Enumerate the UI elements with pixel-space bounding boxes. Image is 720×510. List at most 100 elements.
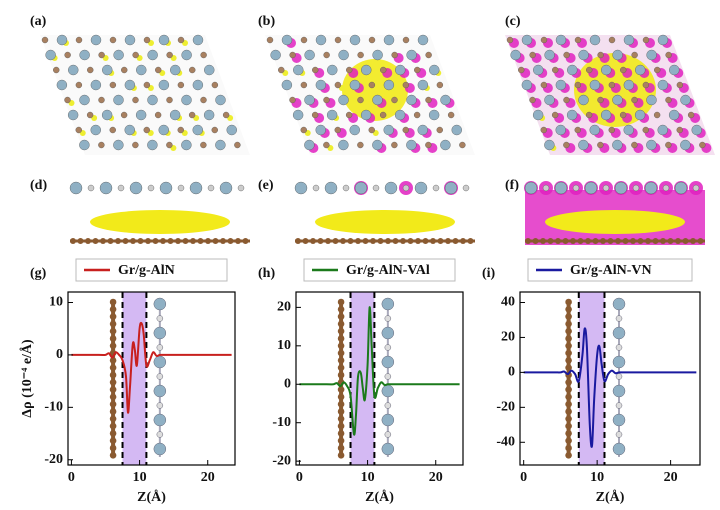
atom <box>565 386 572 393</box>
atom <box>646 139 657 151</box>
atom <box>620 66 627 74</box>
atom <box>143 126 150 134</box>
atom <box>315 79 327 91</box>
atom <box>136 64 147 76</box>
atom <box>381 413 395 427</box>
atom <box>79 94 90 106</box>
y-tick-label: 40 <box>501 295 515 310</box>
atom <box>337 452 345 459</box>
atom <box>565 400 572 408</box>
atom <box>381 326 395 340</box>
atom <box>158 79 170 91</box>
atom <box>109 379 117 386</box>
panel-label: (b) <box>258 14 275 29</box>
y-tick-label: 20 <box>277 300 291 315</box>
atom <box>612 384 626 398</box>
atom <box>109 393 117 401</box>
atom <box>657 79 669 91</box>
atom <box>154 111 162 119</box>
atom <box>75 81 83 89</box>
atom <box>181 94 192 106</box>
atom <box>113 94 124 106</box>
atom <box>614 181 628 195</box>
atom <box>226 124 237 136</box>
atom <box>132 96 139 104</box>
atom <box>147 184 155 192</box>
atom <box>337 342 345 350</box>
atom <box>467 238 474 244</box>
atom <box>109 444 117 452</box>
atom <box>460 238 466 244</box>
atom <box>124 34 136 46</box>
atom <box>120 111 128 119</box>
atom <box>177 184 185 192</box>
atom <box>109 452 117 459</box>
y-tick-label: -20 <box>44 452 63 467</box>
atom <box>64 96 71 104</box>
atom <box>109 81 117 89</box>
atom <box>601 64 612 76</box>
atom <box>152 238 159 244</box>
atom <box>340 238 346 244</box>
atom <box>440 94 451 106</box>
atom <box>109 364 117 372</box>
atom <box>642 36 650 44</box>
atom <box>337 400 345 408</box>
atom <box>132 141 139 149</box>
atom <box>109 36 117 44</box>
atom <box>109 327 117 335</box>
atom <box>153 355 167 369</box>
atom <box>665 141 672 149</box>
atom <box>192 34 204 46</box>
atom <box>644 181 658 195</box>
atom <box>349 34 361 46</box>
atom <box>347 238 354 244</box>
atom <box>310 238 316 244</box>
atom <box>332 238 339 244</box>
atom <box>379 111 387 119</box>
atom <box>565 306 572 313</box>
atom <box>506 36 514 44</box>
atom <box>657 34 669 46</box>
atom <box>642 126 649 134</box>
atom <box>323 96 330 104</box>
atom <box>623 34 635 46</box>
atom <box>304 49 315 61</box>
atom <box>612 442 626 456</box>
atom <box>602 184 610 192</box>
atom <box>212 238 219 244</box>
atom <box>289 51 296 59</box>
atom <box>563 96 570 104</box>
panel-label: (i) <box>482 266 496 281</box>
atom <box>237 184 245 192</box>
atom <box>211 126 218 134</box>
atom <box>622 238 629 244</box>
atom <box>327 64 338 76</box>
legend-label: Gr/g-AlN-VN <box>570 263 652 278</box>
atom <box>680 94 691 106</box>
atom <box>654 66 661 74</box>
atom <box>632 184 640 192</box>
atom <box>676 126 683 134</box>
atom <box>109 313 117 320</box>
atom <box>109 298 117 306</box>
plot-frame <box>67 291 236 466</box>
atom <box>586 66 593 74</box>
atom <box>98 141 105 149</box>
x-axis-label: Z(Å) <box>365 489 394 505</box>
atom <box>445 238 451 244</box>
y-tick-label: 0 <box>284 376 291 391</box>
atom <box>652 238 659 244</box>
atom <box>79 49 90 61</box>
atom <box>440 139 451 151</box>
atom <box>349 124 360 136</box>
atom <box>417 34 429 46</box>
atom <box>323 51 330 59</box>
atom <box>160 238 166 244</box>
atom <box>153 442 167 456</box>
atom <box>565 379 572 386</box>
atom <box>574 81 582 89</box>
atom <box>400 238 406 244</box>
atom <box>565 422 572 430</box>
atom <box>631 141 638 149</box>
